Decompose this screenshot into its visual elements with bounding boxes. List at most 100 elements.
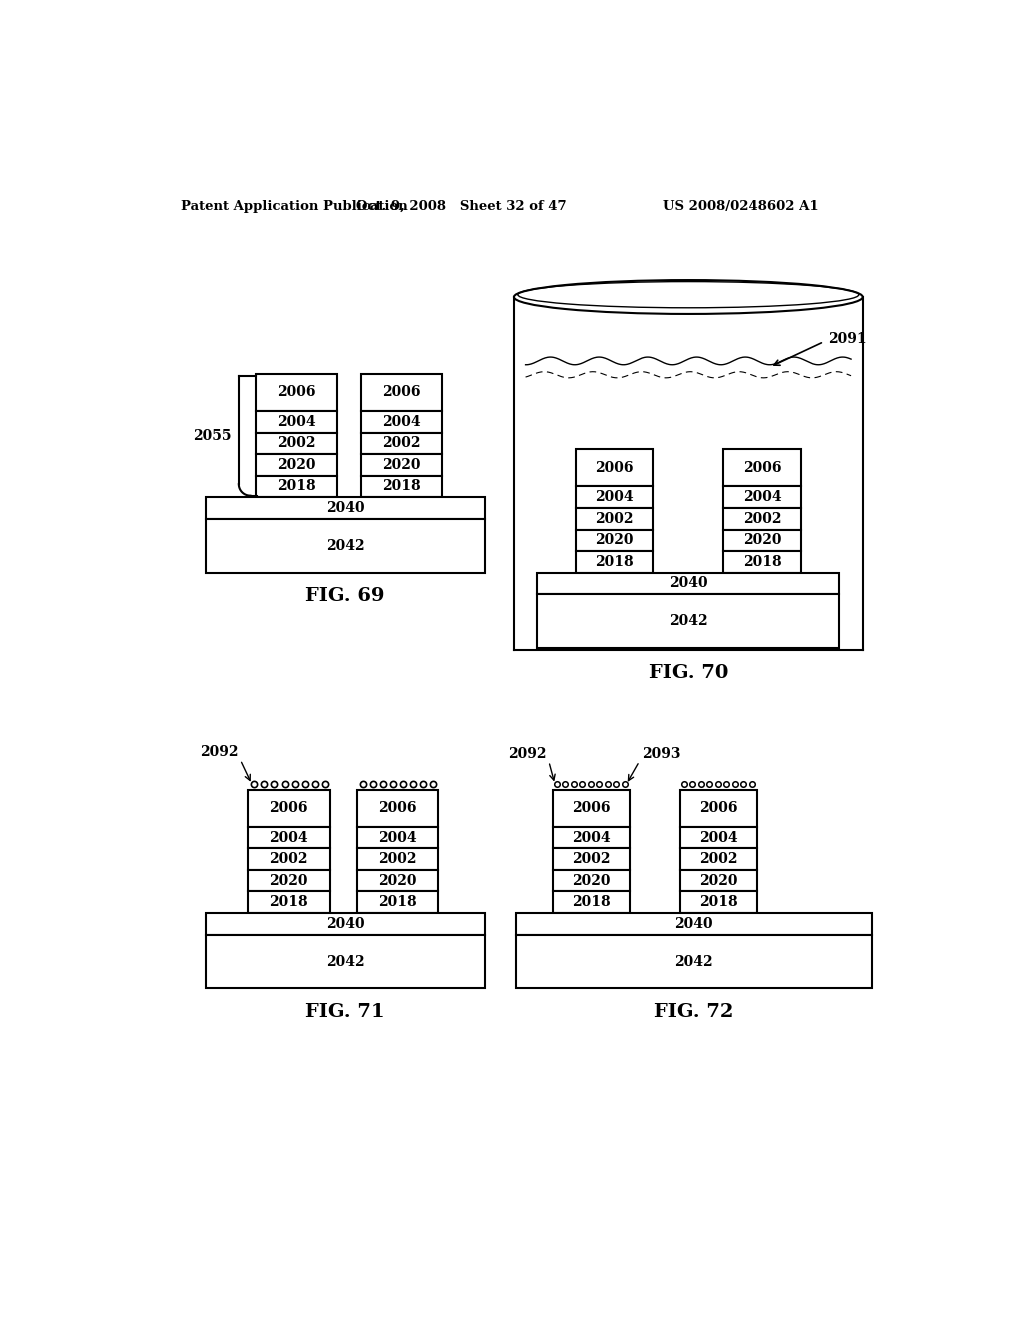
Bar: [575, 552, 653, 573]
Bar: [723, 529, 801, 552]
Text: 2006: 2006: [742, 461, 781, 475]
Bar: [356, 826, 438, 849]
Bar: [206, 935, 484, 989]
Text: FIG. 70: FIG. 70: [648, 664, 728, 681]
Text: 2004: 2004: [278, 414, 315, 429]
Bar: [256, 374, 337, 411]
Text: 2004: 2004: [269, 830, 308, 845]
Text: 2002: 2002: [278, 437, 315, 450]
Bar: [723, 487, 801, 508]
Bar: [723, 449, 801, 487]
Text: FIG. 72: FIG. 72: [654, 1003, 733, 1020]
Bar: [515, 913, 872, 935]
Text: 2006: 2006: [595, 461, 634, 475]
Text: FIG. 71: FIG. 71: [305, 1003, 385, 1020]
Text: 2020: 2020: [572, 874, 610, 887]
Text: 2040: 2040: [326, 502, 365, 515]
Bar: [256, 433, 337, 454]
Bar: [256, 475, 337, 498]
Text: 2002: 2002: [269, 853, 308, 866]
Bar: [680, 826, 758, 849]
Bar: [553, 870, 630, 891]
Text: 2004: 2004: [378, 830, 417, 845]
Text: 2006: 2006: [382, 385, 421, 400]
Text: 2002: 2002: [378, 853, 417, 866]
Text: 2093: 2093: [642, 747, 680, 760]
Text: 2092: 2092: [508, 747, 547, 760]
Bar: [206, 498, 484, 519]
Text: 2004: 2004: [595, 490, 634, 504]
Bar: [575, 529, 653, 552]
Bar: [248, 870, 330, 891]
Text: 2004: 2004: [382, 414, 421, 429]
Bar: [256, 411, 337, 433]
Bar: [680, 891, 758, 913]
Text: Oct. 9, 2008   Sheet 32 of 47: Oct. 9, 2008 Sheet 32 of 47: [356, 199, 566, 213]
Bar: [360, 475, 442, 498]
Bar: [360, 433, 442, 454]
Text: 2018: 2018: [378, 895, 417, 909]
Text: 2006: 2006: [699, 801, 738, 816]
Text: 2055: 2055: [193, 429, 231, 442]
Bar: [248, 826, 330, 849]
Text: 2040: 2040: [669, 577, 708, 590]
Bar: [575, 508, 653, 529]
Bar: [360, 411, 442, 433]
Bar: [206, 913, 484, 935]
Bar: [356, 870, 438, 891]
Bar: [575, 449, 653, 487]
Text: 2002: 2002: [572, 853, 610, 866]
Bar: [553, 891, 630, 913]
Bar: [256, 454, 337, 475]
Bar: [575, 487, 653, 508]
Bar: [553, 849, 630, 870]
Bar: [356, 849, 438, 870]
Text: Patent Application Publication: Patent Application Publication: [180, 199, 408, 213]
Text: 2020: 2020: [595, 533, 634, 548]
Bar: [538, 594, 840, 648]
Text: 2018: 2018: [382, 479, 421, 494]
Text: 2002: 2002: [699, 853, 738, 866]
Text: 2018: 2018: [595, 554, 634, 569]
Text: 2004: 2004: [572, 830, 610, 845]
Bar: [723, 552, 801, 573]
Bar: [356, 891, 438, 913]
Text: 2020: 2020: [382, 458, 421, 471]
Bar: [553, 789, 630, 826]
Bar: [248, 849, 330, 870]
Bar: [360, 454, 442, 475]
Text: 2020: 2020: [378, 874, 417, 887]
Bar: [248, 789, 330, 826]
Text: 2040: 2040: [675, 917, 713, 931]
Bar: [356, 789, 438, 826]
Text: 2040: 2040: [326, 917, 365, 931]
Text: 2018: 2018: [699, 895, 738, 909]
Text: 2091: 2091: [827, 333, 866, 346]
Ellipse shape: [514, 280, 862, 314]
Bar: [553, 826, 630, 849]
Text: 2004: 2004: [742, 490, 781, 504]
Text: 2020: 2020: [278, 458, 315, 471]
Bar: [538, 573, 840, 594]
Bar: [206, 519, 484, 573]
Text: 2042: 2042: [326, 954, 365, 969]
Text: 2004: 2004: [699, 830, 738, 845]
Text: 2092: 2092: [201, 744, 239, 759]
Text: 2002: 2002: [382, 437, 421, 450]
Text: 2042: 2042: [669, 614, 708, 628]
Text: 2020: 2020: [269, 874, 308, 887]
Text: 2018: 2018: [269, 895, 308, 909]
Text: 2042: 2042: [326, 539, 365, 553]
Text: 2020: 2020: [742, 533, 781, 548]
Text: 2018: 2018: [278, 479, 315, 494]
Text: 2042: 2042: [675, 954, 713, 969]
Bar: [680, 789, 758, 826]
Bar: [248, 891, 330, 913]
Bar: [515, 935, 872, 989]
Text: 2006: 2006: [572, 801, 610, 816]
Text: 2020: 2020: [699, 874, 738, 887]
Text: 2006: 2006: [378, 801, 417, 816]
Text: 2018: 2018: [572, 895, 610, 909]
Text: 2002: 2002: [742, 512, 781, 525]
Text: 2018: 2018: [742, 554, 781, 569]
